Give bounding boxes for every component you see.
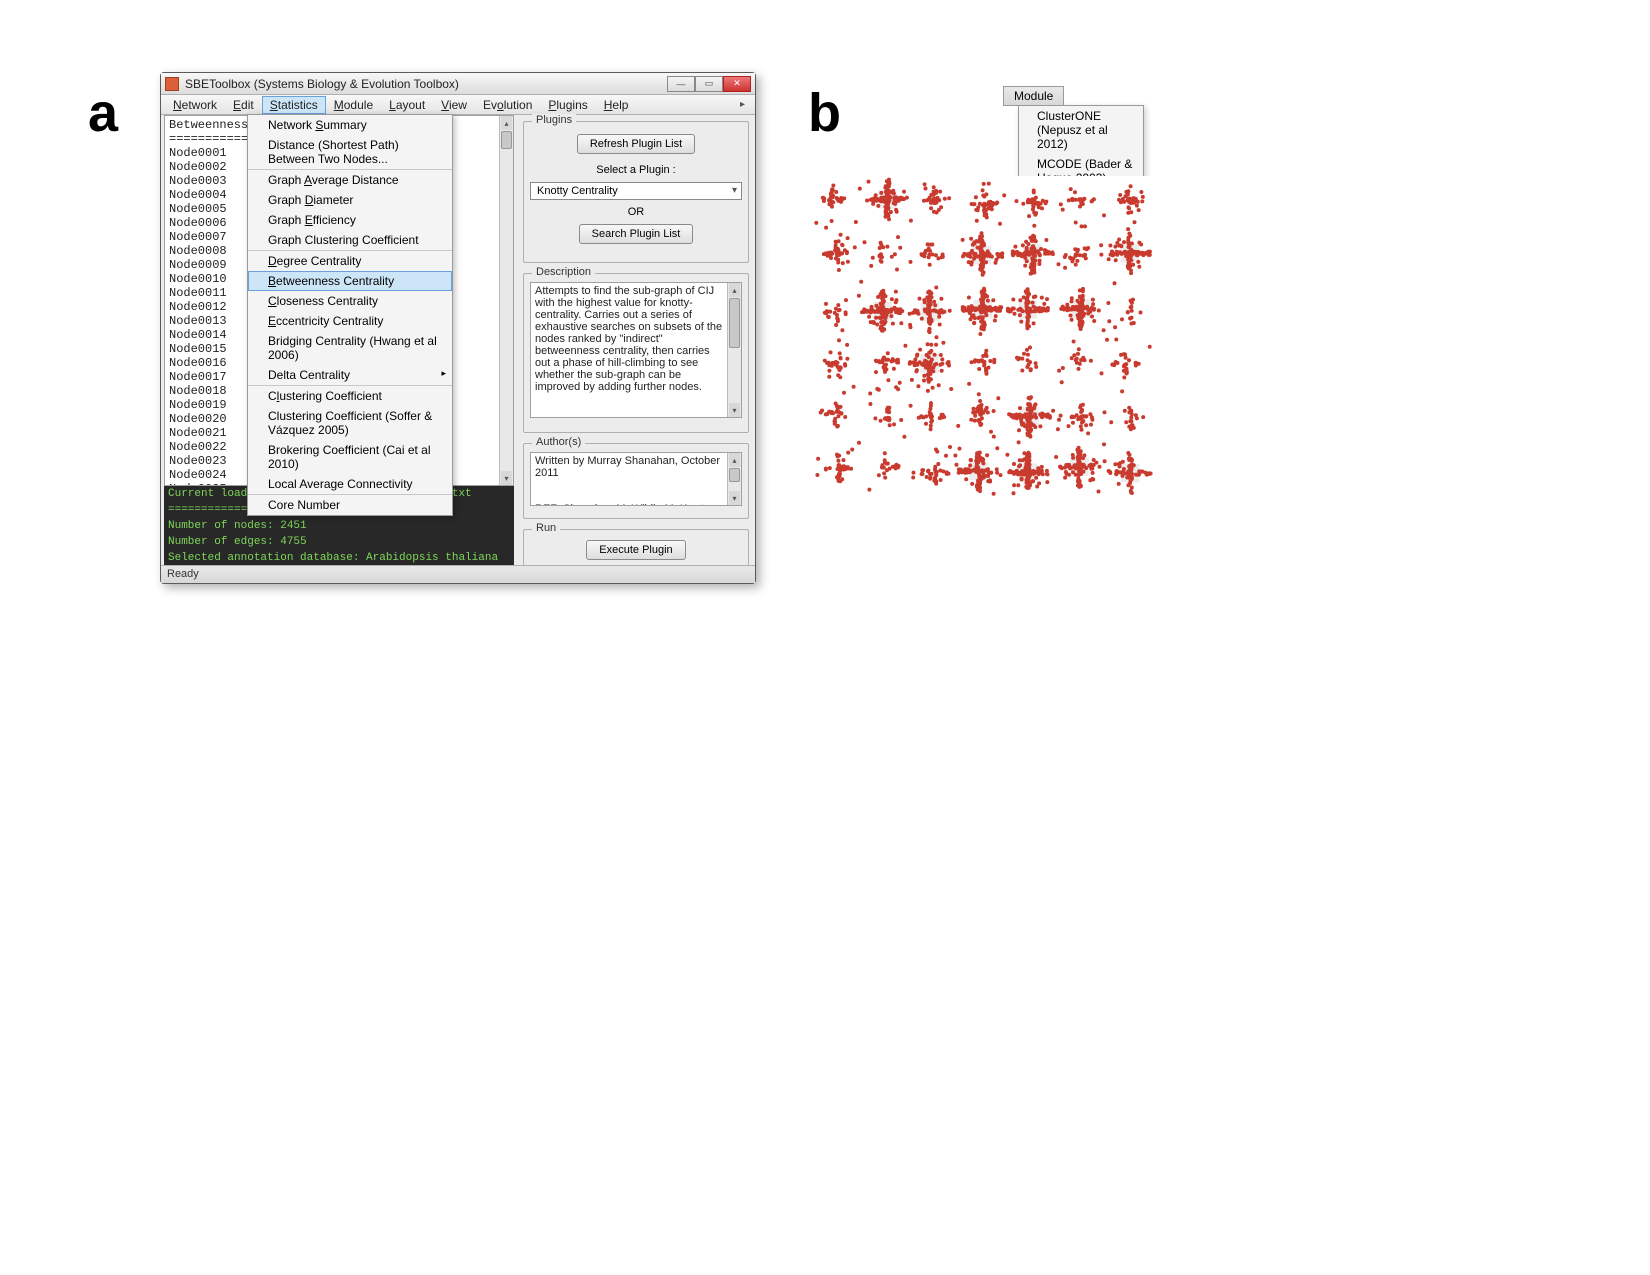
app-window: SBEToolbox (Systems Biology & Evolution … [160, 72, 756, 584]
run-legend: Run [532, 522, 560, 534]
console-line: Selected annotation database: Arabidopsi… [164, 550, 514, 566]
scroll-up-icon[interactable]: ▴ [729, 283, 740, 297]
dd-item[interactable]: Network Summary [248, 115, 452, 135]
status-text: Ready [167, 568, 199, 580]
submenu-arrow-icon: ▸ [441, 368, 446, 379]
scroll-thumb[interactable] [729, 468, 740, 482]
plugins-or-label: OR [530, 206, 742, 218]
close-button[interactable]: ✕ [723, 76, 751, 92]
authors-ref: REF: Shanahan M, Wildie M, Knotty-centra… [535, 503, 723, 506]
console-line: Number of nodes: 2451 [164, 518, 514, 534]
titlebar: SBEToolbox (Systems Biology & Evolution … [161, 73, 755, 95]
select-plugin-label: Select a Plugin : [530, 164, 742, 176]
dd-item[interactable]: Distance (Shortest Path) Between Two Nod… [248, 135, 452, 169]
dd-item[interactable]: Graph Average Distance [248, 169, 452, 190]
plugins-legend: Plugins [532, 114, 576, 126]
dd-item[interactable]: Local Average Connectivity [248, 474, 452, 494]
authors-fieldset: Author(s) Written by Murray Shanahan, Oc… [523, 443, 749, 519]
execute-plugin-button[interactable]: Execute Plugin [586, 540, 685, 560]
panel-label-b: b [808, 82, 841, 144]
dd-item[interactable]: Graph Efficiency [248, 210, 452, 230]
dd-item[interactable]: Delta Centrality▸ [248, 365, 452, 385]
menu-item-edit[interactable]: Edit [225, 96, 262, 114]
dd-item[interactable]: Degree Centrality [248, 250, 452, 271]
description-legend: Description [532, 266, 595, 278]
authors-legend: Author(s) [532, 436, 585, 448]
console-line: Number of edges: 4755 [164, 534, 514, 550]
menu-item-network[interactable]: Network [165, 96, 225, 114]
menu-item-evolution[interactable]: Evolution [475, 96, 540, 114]
menu-item-layout[interactable]: Layout [381, 96, 433, 114]
scroll-up-icon[interactable]: ▴ [729, 453, 740, 467]
scroll-thumb[interactable] [729, 298, 740, 348]
dd-item[interactable]: Core Number [248, 494, 452, 515]
description-textarea[interactable]: Attempts to find the sub-graph of CIJ wi… [530, 282, 742, 418]
search-plugin-button[interactable]: Search Plugin List [579, 224, 694, 244]
module-menu-header[interactable]: Module [1003, 86, 1064, 106]
module-menu-item[interactable]: ClusterONE (Nepusz et al 2012) [1019, 106, 1143, 154]
scroll-thumb[interactable] [501, 131, 512, 149]
maximize-button[interactable]: ▭ [695, 76, 723, 92]
statistics-dropdown: Network SummaryDistance (Shortest Path) … [247, 114, 453, 516]
dd-item[interactable]: Graph Clustering Coefficient [248, 230, 452, 250]
refresh-plugin-button[interactable]: Refresh Plugin List [577, 134, 695, 154]
description-fieldset: Description Attempts to find the sub-gra… [523, 273, 749, 433]
authors-text: Written by Murray Shanahan, October 2011 [535, 455, 723, 479]
app-icon [165, 77, 179, 91]
statusbar: Ready [161, 565, 755, 583]
description-text: Attempts to find the sub-graph of CIJ wi… [535, 285, 737, 393]
dd-item[interactable]: Clustering Coefficient [248, 385, 452, 406]
panel-label-a: a [88, 82, 118, 144]
run-fieldset: Run Execute Plugin [523, 529, 749, 567]
dd-item[interactable]: Eccentricity Centrality [248, 311, 452, 331]
scroll-down-icon[interactable]: ▾ [501, 471, 512, 485]
dd-item[interactable]: Closeness Centrality [248, 291, 452, 311]
scroll-down-icon[interactable]: ▾ [729, 491, 740, 505]
plugins-fieldset: Plugins Refresh Plugin List Select a Plu… [523, 121, 749, 263]
menubar: NetworkEditStatisticsModuleLayoutViewEvo… [161, 95, 755, 115]
plugin-combo[interactable]: Knotty Centrality [530, 182, 742, 200]
dd-item[interactable]: Betweenness Centrality [248, 271, 452, 291]
authors-scrollbar[interactable]: ▴ ▾ [727, 453, 741, 505]
menubar-overflow-icon[interactable]: ▸ [734, 99, 751, 110]
menu-item-plugins[interactable]: Plugins [540, 96, 595, 114]
description-scrollbar[interactable]: ▴ ▾ [727, 283, 741, 417]
authors-textarea[interactable]: Written by Murray Shanahan, October 2011… [530, 452, 742, 506]
minimize-button[interactable]: — [667, 76, 695, 92]
scroll-up-icon[interactable]: ▴ [501, 116, 512, 130]
dd-item[interactable]: Clustering Coefficient (Soffer & Vázquez… [248, 406, 452, 440]
dd-item[interactable]: Bridging Centrality (Hwang et al 2006) [248, 331, 452, 365]
menu-item-help[interactable]: Help [596, 96, 637, 114]
window-title: SBEToolbox (Systems Biology & Evolution … [185, 77, 667, 91]
results-scrollbar[interactable]: ▴ ▾ [499, 116, 513, 485]
menu-item-module[interactable]: Module [326, 96, 381, 114]
dd-item[interactable]: Brokering Coefficient (Cai et al 2010) [248, 440, 452, 474]
menu-item-statistics[interactable]: Statistics [262, 96, 326, 114]
dd-item[interactable]: Graph Diameter [248, 190, 452, 210]
network-visualization [811, 176, 1153, 496]
menu-item-view[interactable]: View [433, 96, 475, 114]
scroll-down-icon[interactable]: ▾ [729, 403, 740, 417]
